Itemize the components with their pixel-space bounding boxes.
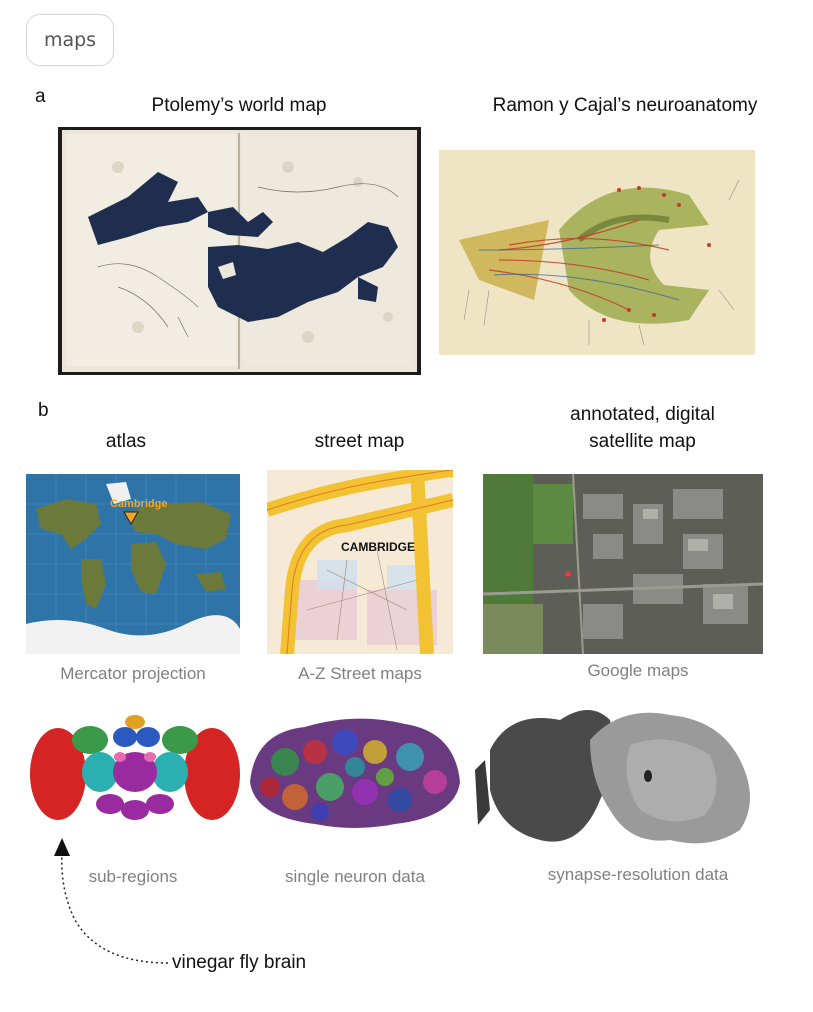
maps-tag[interactable]: maps xyxy=(26,14,114,66)
caption-az-street: A-Z Street maps xyxy=(298,664,422,683)
street-map-label: CAMBRIDGE xyxy=(341,540,415,554)
fly-brain-subregions-image xyxy=(30,712,240,827)
street-map-image: CAMBRIDGE xyxy=(267,470,453,654)
fly-brain-neuron-image xyxy=(245,712,465,837)
caption-subregions: sub-regions xyxy=(88,867,178,886)
cajal-title: Ramon y Cajal’s neuroanatomy xyxy=(492,95,758,116)
satellite-title-line2: satellite map xyxy=(589,431,696,452)
vinegar-fly-brain-label: vinegar fly brain xyxy=(172,952,307,973)
caption-single-neuron: single neuron data xyxy=(285,867,425,886)
satellite-title-line1: annotated, digital xyxy=(570,404,715,425)
cajal-neuroanatomy-image xyxy=(439,150,755,355)
satellite-map-image xyxy=(483,474,763,654)
atlas-marker-label: Cambridge xyxy=(110,498,168,510)
caption-mercator: Mercator projection xyxy=(60,664,206,683)
atlas-world-map-image: Cambridge xyxy=(26,474,240,654)
caption-google-maps: Google maps xyxy=(587,661,689,680)
panel-b-letter: b xyxy=(38,400,49,421)
ptolemy-title: Ptolemy’s world map xyxy=(151,95,327,116)
dotted-arrow xyxy=(54,838,169,964)
street-map-title: street map xyxy=(314,431,405,452)
caption-synapse-resolution: synapse-resolution data xyxy=(547,865,729,884)
panel-a-letter: a xyxy=(35,86,46,107)
ptolemy-map-image xyxy=(58,127,421,375)
atlas-title: atlas xyxy=(105,431,147,452)
fly-brain-synapse-image xyxy=(470,700,765,860)
